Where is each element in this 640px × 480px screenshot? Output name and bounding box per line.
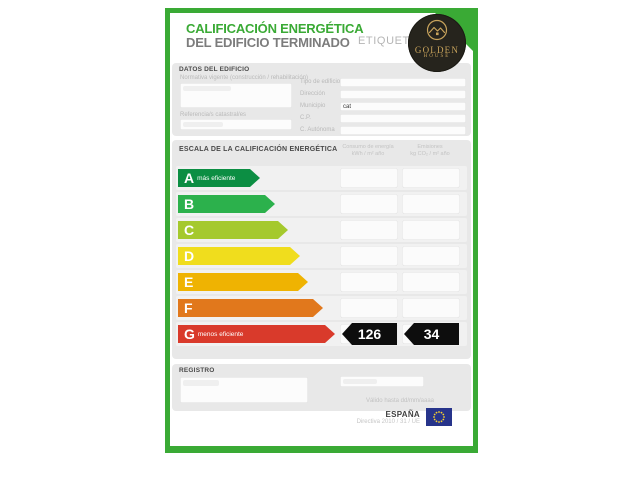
valid-until-label: Válido hasta dd/mm/aaaa — [365, 398, 435, 404]
class-d-arrow: D — [178, 247, 300, 265]
comunidad-autonoma-label: C. Autónoma — [300, 127, 335, 133]
tipo-edificio-field[interactable] — [340, 78, 466, 87]
class-letter: E — [184, 274, 194, 290]
emissions-cell-c — [402, 220, 460, 240]
logo-brand-top: GOLDEN — [414, 45, 460, 55]
class-a-arrow: A más eficiente — [178, 169, 260, 187]
registry-number-field[interactable] — [180, 377, 308, 403]
referencia-catastral-label: Referencia/s catastral/es — [180, 112, 247, 118]
title-line-1: CALIFICACIÓN ENERGÉTICA — [186, 21, 364, 36]
etiqueta-label: ETIQUETA — [358, 35, 417, 47]
title-line-2: DEL EDIFICIO TERMINADO — [186, 35, 350, 50]
consumption-cell-a — [340, 168, 398, 188]
emissions-cell-e — [402, 272, 460, 292]
scale-row-d: D — [176, 244, 467, 268]
certificate-title: CALIFICACIÓN ENERGÉTICA DEL EDIFICIO TER… — [186, 21, 364, 50]
section-title: DATOS DEL EDIFICIO — [179, 66, 250, 73]
redacted-text — [183, 122, 223, 127]
scale-row-a: A más eficiente — [176, 166, 467, 190]
class-letter: B — [184, 196, 195, 212]
class-letter: F — [184, 300, 193, 316]
comunidad-autonoma-field[interactable] — [340, 126, 466, 135]
consumption-value-arrow: 126 — [342, 323, 397, 345]
consumption-column-header: Consumo de energía kWh / m² año — [338, 144, 398, 158]
class-g-arrow: G menos eficiente — [178, 325, 335, 343]
class-note: menos eficiente — [197, 330, 244, 338]
golden-house-logo: GOLDEN HOUSE — [408, 14, 466, 72]
consumption-cell-d — [340, 246, 398, 266]
direccion-field[interactable] — [340, 90, 466, 99]
consumption-header-line2: kWh / m² año — [351, 151, 385, 157]
municipio-field[interactable]: cat — [340, 102, 466, 111]
scale-row-e: E — [176, 270, 467, 294]
class-f-arrow: F — [178, 299, 323, 317]
cp-label: C.P. — [300, 115, 311, 121]
logo-brand-bottom: HOUSE — [423, 54, 451, 59]
emissions-header-line2: kg CO₂ / m² año — [410, 151, 450, 157]
class-letter: G — [184, 326, 195, 342]
emissions-cell-a — [402, 168, 460, 188]
emissions-cell-g: 34 — [402, 323, 460, 345]
eu-flag-icon — [426, 408, 452, 426]
consumption-cell-g: 126 — [340, 323, 398, 345]
consumption-cell-f — [340, 298, 398, 318]
scale-row-b: B — [176, 192, 467, 216]
scale-row-f: F — [176, 296, 467, 320]
registry-title: REGISTRO — [179, 367, 215, 374]
class-letter: A — [184, 170, 195, 186]
consumption-cell-c — [340, 220, 398, 240]
scale-row-c: C — [176, 218, 467, 242]
registry-date-field[interactable] — [340, 376, 424, 387]
emissions-cell-f — [402, 298, 460, 318]
class-e-arrow: E — [178, 273, 308, 291]
emissions-cell-d — [402, 246, 460, 266]
municipio-label: Municipio — [300, 103, 326, 109]
class-letter: C — [184, 222, 195, 238]
class-c-arrow: C — [178, 221, 288, 239]
consumption-header-line1: Consumo de energía — [342, 144, 394, 150]
normativa-label: Normativa vigente (construcción / rehabi… — [180, 75, 309, 81]
redacted-text — [183, 380, 219, 386]
building-data-section: DATOS DEL EDIFICIO Normativa vigente (co… — [172, 63, 471, 136]
class-letter: D — [184, 248, 195, 264]
tipo-edificio-label: Tipo de edificio — [300, 79, 341, 85]
consumption-cell-e — [340, 272, 398, 292]
house-emblem-icon — [426, 19, 448, 41]
energy-certificate-card: CALIFICACIÓN ENERGÉTICA DEL EDIFICIO TER… — [165, 8, 478, 453]
cp-field[interactable] — [340, 114, 466, 123]
class-b-arrow: B — [178, 195, 275, 213]
country-label: ESPAÑA — [385, 410, 420, 419]
consumption-cell-b — [340, 194, 398, 214]
class-note: más eficiente — [197, 174, 236, 182]
normativa-field[interactable] — [180, 83, 292, 108]
directive-label: Directiva 2010 / 31 / UE — [356, 419, 420, 425]
emissions-column-header: Emisiones kg CO₂ / m² año — [400, 144, 460, 158]
direccion-label: Dirección — [300, 91, 326, 97]
redacted-text — [183, 86, 231, 91]
referencia-catastral-field[interactable] — [180, 119, 292, 130]
redacted-text — [343, 379, 377, 384]
scale-row-g: G menos eficiente 126 34 — [176, 322, 467, 346]
emissions-header-line1: Emisiones — [417, 144, 443, 150]
registry-section: REGISTRO Válido hasta dd/mm/aaaa — [172, 364, 471, 411]
municipio-value: cat — [343, 104, 352, 110]
emissions-value-arrow: 34 — [404, 323, 459, 345]
scale-title: ESCALA DE LA CALIFICACIÓN ENERGÉTICA — [179, 146, 338, 153]
emissions-cell-b — [402, 194, 460, 214]
energy-scale-section: ESCALA DE LA CALIFICACIÓN ENERGÉTICA Con… — [172, 140, 471, 359]
